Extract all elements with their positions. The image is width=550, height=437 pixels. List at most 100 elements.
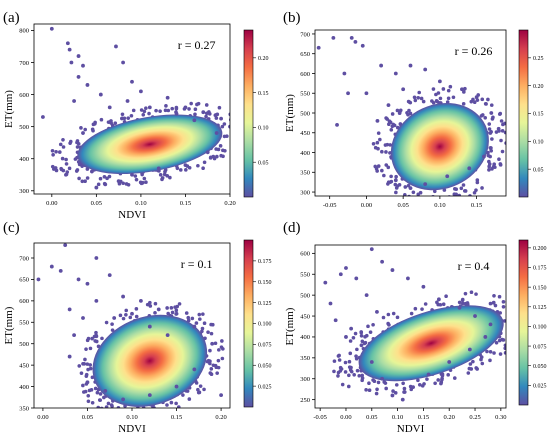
outlier-point xyxy=(349,326,354,331)
data-point xyxy=(488,131,493,135)
data-point xyxy=(131,108,136,113)
data-point xyxy=(375,169,379,173)
data-point xyxy=(395,108,400,113)
data-point xyxy=(393,391,398,395)
density-core xyxy=(92,314,208,407)
data-point xyxy=(394,383,399,387)
data-point xyxy=(468,194,472,196)
data-point xyxy=(452,376,457,380)
data-point xyxy=(433,381,437,386)
data-point xyxy=(201,166,205,171)
outlier-point xyxy=(421,284,426,289)
outlier-point xyxy=(436,297,441,302)
data-point xyxy=(124,312,128,317)
outlier-point xyxy=(94,185,99,190)
data-point xyxy=(234,120,238,124)
y-axis-label: ET(mm) xyxy=(3,90,15,128)
panel-label: (b) xyxy=(283,10,301,26)
outlier-point xyxy=(112,316,117,320)
data-point xyxy=(362,341,367,346)
data-point xyxy=(93,386,98,391)
data-point xyxy=(217,105,222,110)
data-point xyxy=(516,297,520,301)
data-point xyxy=(215,371,219,375)
data-point xyxy=(176,405,181,408)
data-point xyxy=(207,112,212,116)
data-point xyxy=(90,400,95,405)
data-point xyxy=(394,174,398,179)
scatter-panel-3: 0.00 0.05 0.10 0.15 0.20 350 400 450 500 550 600 65… xyxy=(3,220,272,435)
data-point xyxy=(353,331,358,336)
data-point xyxy=(195,102,199,107)
data-point xyxy=(86,367,90,372)
data-point xyxy=(380,149,384,154)
outlier-point xyxy=(390,268,395,272)
data-point xyxy=(198,384,203,388)
data-point xyxy=(228,118,230,122)
data-point xyxy=(64,157,68,162)
scatter-panel-4: -0.05 0.00 0.05 0.10 0.15 0.20 0.25 0.30 250 300 3… xyxy=(283,220,547,435)
outlier-point xyxy=(69,60,74,65)
data-point xyxy=(367,381,371,386)
colorbar-tick-label: 0.100 xyxy=(533,325,547,331)
outlier-point xyxy=(174,111,179,116)
data-point xyxy=(475,98,480,102)
data-point xyxy=(487,162,492,166)
data-point xyxy=(497,294,502,299)
colorbar-tick-label: 0.25 xyxy=(533,56,544,62)
data-point xyxy=(220,356,225,361)
data-point xyxy=(237,118,241,122)
outlier-point xyxy=(386,103,391,107)
data-point xyxy=(193,107,198,112)
data-point xyxy=(98,176,103,181)
data-point xyxy=(498,163,503,167)
data-point xyxy=(98,392,103,396)
data-point xyxy=(497,157,501,162)
data-point xyxy=(347,365,352,369)
plot-area xyxy=(323,247,520,402)
data-point xyxy=(118,413,122,417)
data-point xyxy=(50,148,55,153)
data-point xyxy=(386,180,391,184)
axes-frame xyxy=(314,244,507,409)
data-point xyxy=(382,173,386,178)
data-point xyxy=(371,141,376,146)
data-point xyxy=(475,367,479,371)
y-tick-label: 350 xyxy=(300,355,310,362)
outlier-point xyxy=(165,333,170,338)
y-tick-label: 650 xyxy=(300,51,310,58)
y-axis-label: ET(mm) xyxy=(284,307,296,345)
colorbar-tick-label: 0.05 xyxy=(533,167,544,173)
data-point xyxy=(427,197,431,201)
y-tick-label: 300 xyxy=(300,189,310,196)
data-point xyxy=(174,308,179,313)
data-point xyxy=(348,339,353,343)
data-point xyxy=(84,347,88,351)
data-point xyxy=(493,303,498,308)
data-point xyxy=(360,378,364,383)
data-point xyxy=(235,136,239,140)
data-point xyxy=(378,137,382,142)
x-tick-label: 0.05 xyxy=(366,414,377,421)
data-point xyxy=(509,297,513,301)
data-point xyxy=(498,111,503,116)
data-point xyxy=(92,334,97,339)
data-point xyxy=(147,412,151,416)
data-point xyxy=(463,189,468,193)
data-point xyxy=(119,116,124,121)
data-point xyxy=(406,112,410,117)
data-point xyxy=(503,351,506,355)
data-point xyxy=(441,87,446,91)
outlier-point xyxy=(411,385,415,390)
data-point xyxy=(483,102,488,106)
outlier-point xyxy=(445,174,450,179)
data-point xyxy=(373,145,378,150)
data-point xyxy=(202,387,206,392)
data-point xyxy=(487,168,491,172)
data-point xyxy=(391,389,395,393)
data-point xyxy=(169,306,174,310)
data-point xyxy=(445,203,449,207)
data-point xyxy=(120,112,125,117)
data-point xyxy=(412,95,417,100)
data-point xyxy=(187,397,192,401)
